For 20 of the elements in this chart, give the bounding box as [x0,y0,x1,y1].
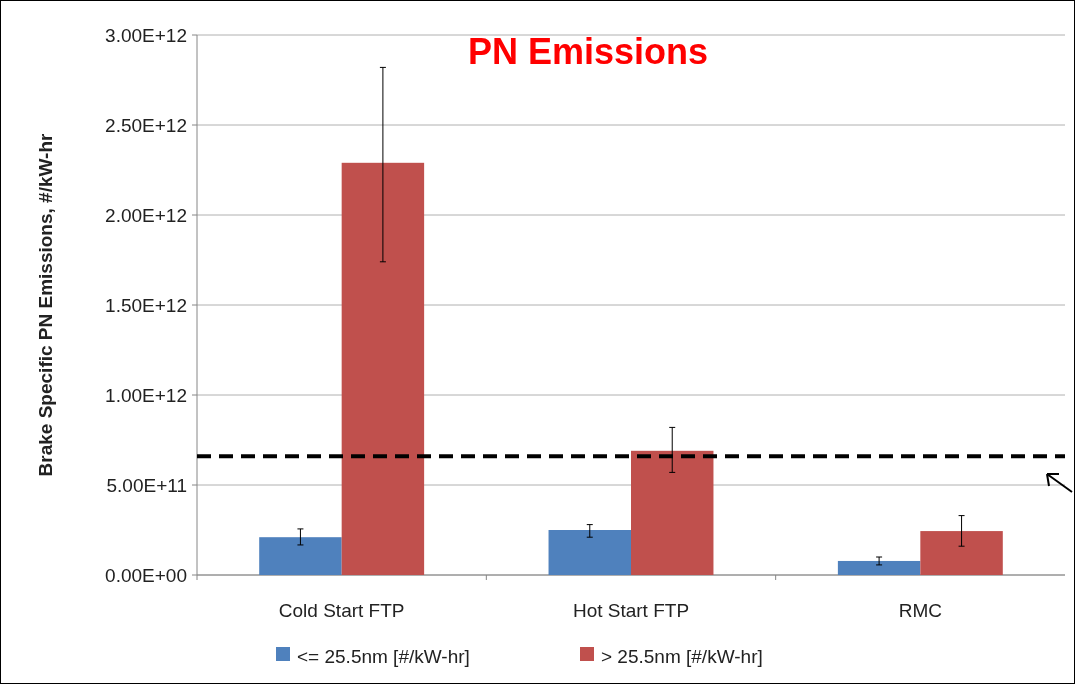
y-tick-label: 0.00E+00 [105,564,187,586]
y-axis-title: Brake Specific PN Emissions, #/kW-hr [35,133,56,477]
bar [341,162,425,575]
y-tick-label: 2.00E+12 [105,204,187,226]
y-tick-label: 5.00E+11 [106,474,187,496]
x-tick-label: RMC [898,600,942,621]
bar [631,450,714,575]
y-tick-label: 3.00E+12 [105,24,187,46]
bar [548,530,631,575]
legend-label: > 25.5nm [#/kW-hr] [601,645,763,667]
y-tick-label: 1.50E+12 [105,294,187,316]
x-tick-label: Hot Start FTP [572,600,690,621]
y-tick-label: 1.00E+12 [105,384,187,406]
legend-label: <= 25.5nm [#/kW-hr] [297,645,470,667]
bar [837,560,921,575]
bar [259,537,342,575]
bar [920,531,1003,575]
y-tick-label: 2.50E+12 [105,114,187,136]
chart-title: PN Emissions [467,31,709,72]
x-tick-label: Cold Start FTP [278,600,405,621]
